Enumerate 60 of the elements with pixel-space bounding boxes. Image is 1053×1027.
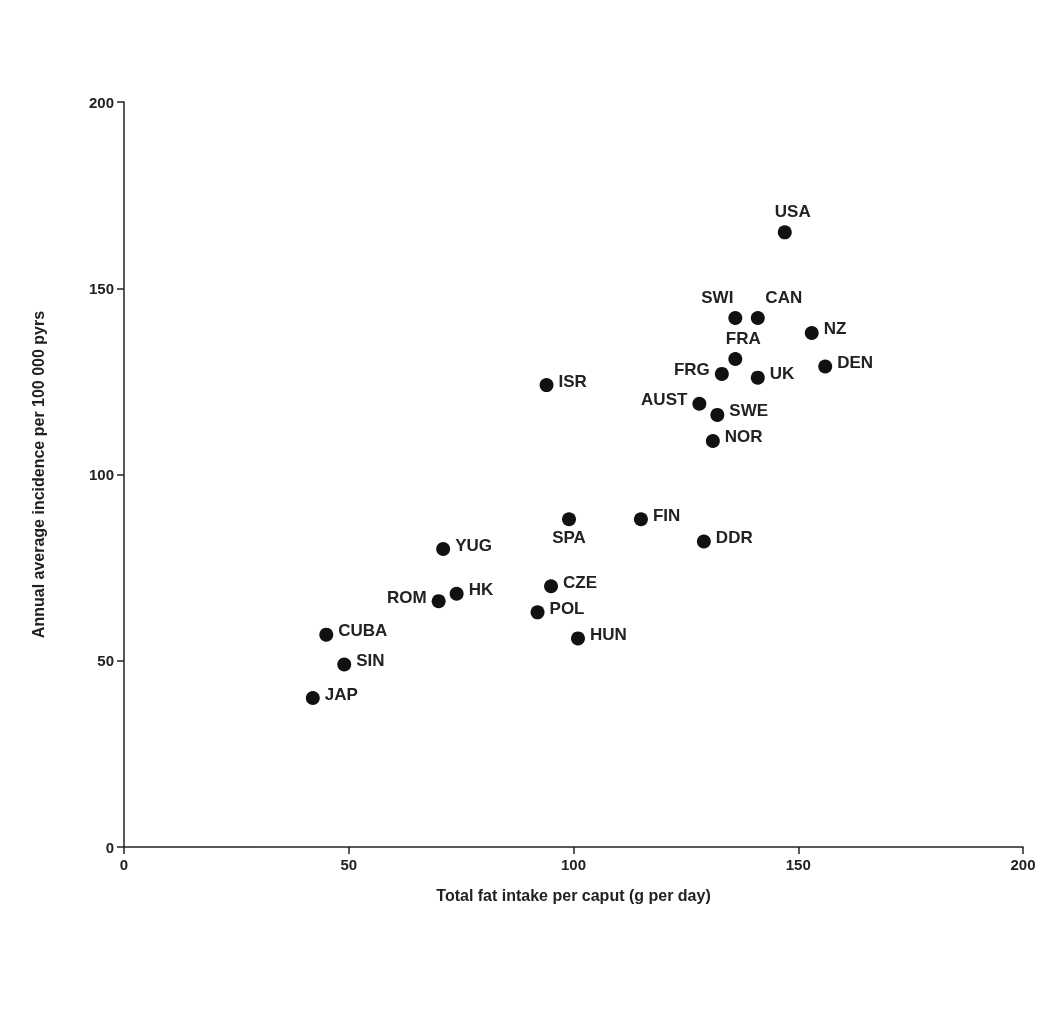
- annotation: UK: [769, 364, 796, 384]
- annotation: CAN: [765, 288, 803, 308]
- y-tick-label: 50: [97, 652, 114, 670]
- point: [728, 352, 743, 367]
- annotation: CUBA: [338, 621, 388, 641]
- x-tick-label: 50: [340, 856, 358, 873]
- point: [750, 311, 765, 326]
- point: [692, 396, 707, 411]
- annotation: NZ: [823, 319, 847, 339]
- point: [710, 407, 725, 422]
- annotation: NOR: [724, 427, 763, 447]
- annotation: FIN: [652, 505, 681, 525]
- point: [449, 586, 464, 601]
- annotation: YUG: [455, 535, 492, 555]
- annotation: DDR: [715, 528, 753, 548]
- y-tick-label: 100: [88, 466, 114, 483]
- annotation: HK: [468, 580, 494, 600]
- point: [750, 370, 765, 385]
- annotation: FRA: [725, 329, 761, 349]
- point: [571, 631, 585, 646]
- point: [544, 579, 559, 594]
- annotation: POL: [549, 598, 585, 618]
- point: [436, 542, 451, 556]
- annotation: SIN: [356, 650, 385, 670]
- point: [818, 359, 833, 374]
- annotation: ROM: [386, 587, 427, 607]
- y-tick-label: 0: [105, 838, 114, 856]
- point: [562, 512, 577, 527]
- annotation: FRG: [673, 360, 710, 380]
- point: [337, 657, 352, 672]
- point: [696, 534, 711, 549]
- annotation: SWI: [701, 288, 734, 308]
- annotation: ISR: [558, 371, 587, 391]
- x-tick-label: 0: [119, 856, 129, 873]
- point: [539, 378, 554, 393]
- x-tick-label: 200: [1010, 856, 1036, 873]
- annotation: AUST: [641, 390, 688, 410]
- annotation: JAP: [324, 684, 358, 704]
- annotation: USA: [774, 202, 811, 222]
- point: [305, 691, 320, 705]
- annotation: SWE: [729, 401, 769, 421]
- annotation: SPA: [552, 528, 586, 548]
- y-tick-label: 200: [88, 93, 114, 111]
- x-tick-label: 100: [560, 856, 587, 873]
- annotation: DEN: [837, 352, 874, 372]
- x-axis-title: Total fat intake per caput (g per day): [436, 886, 711, 904]
- point: [530, 605, 545, 620]
- point: [319, 627, 334, 642]
- point: [804, 325, 819, 340]
- x-tick-label: 150: [785, 856, 811, 873]
- point: [777, 225, 792, 240]
- point: [728, 311, 743, 326]
- annotation: HUN: [589, 624, 627, 644]
- point: [705, 433, 720, 448]
- annotation: CZE: [563, 572, 598, 592]
- point: [633, 512, 648, 527]
- point: [714, 366, 729, 381]
- y-axis-title: Annual average incidence per 100 000 pyrs: [29, 310, 47, 639]
- point: [431, 594, 446, 609]
- y-tick-label: 150: [88, 279, 114, 297]
